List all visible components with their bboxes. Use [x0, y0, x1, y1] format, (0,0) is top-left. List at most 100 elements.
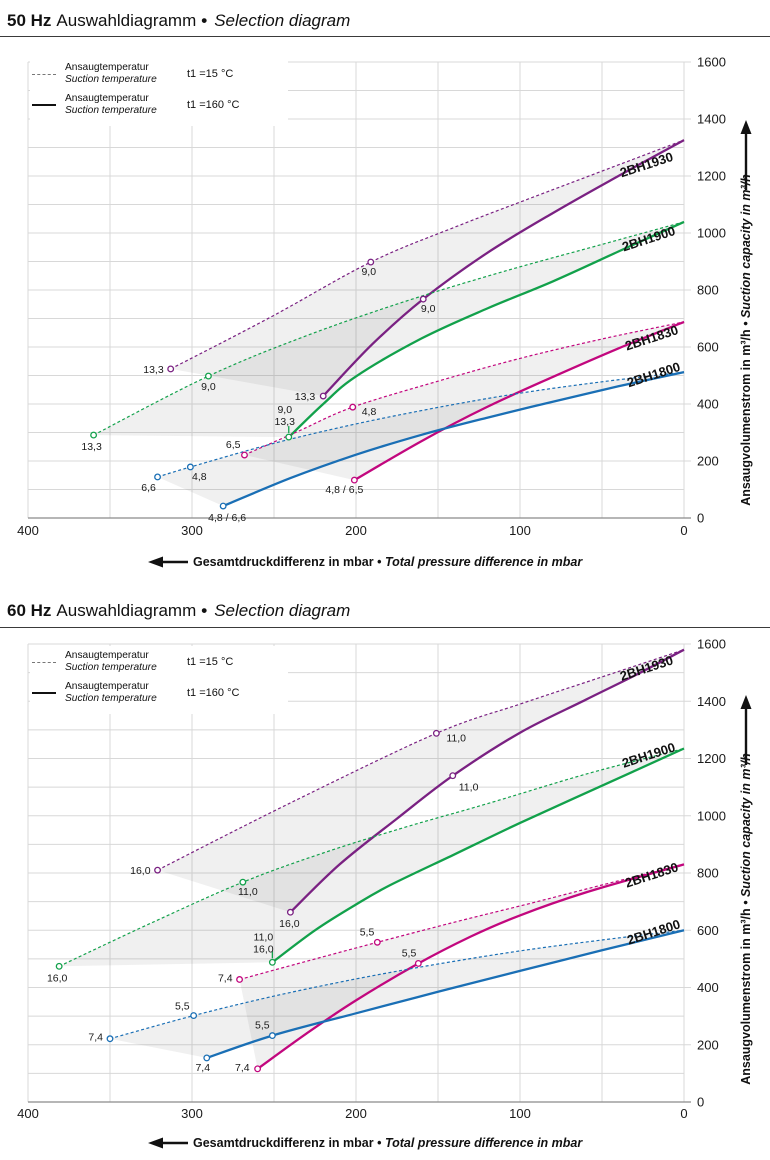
legend-label-en: Suction temperature: [65, 105, 157, 117]
power-marker-2BH1830: [254, 1065, 262, 1073]
power-marker-2BH1900: [239, 878, 247, 886]
x-tick-label: 100: [509, 1106, 531, 1121]
x-axis-title: Gesamtdruckdifferenz in mbar • Total pre…: [193, 1136, 583, 1150]
power-rating-label: 13,3: [143, 364, 164, 376]
power-rating-label: 7,4: [218, 972, 233, 984]
legend-item-15c: Ansaugtemperatur Suction temperature t1 …: [32, 62, 288, 86]
legend-60hz: Ansaugtemperatur Suction temperature t1 …: [30, 646, 288, 715]
up-arrow-icon: [740, 120, 752, 134]
power-marker-2BH1900: [90, 431, 98, 439]
power-rating-label: 13,3: [275, 416, 296, 428]
title-text-de: Auswahldiagramm: [56, 601, 197, 620]
model-label-2BH1830: 2BH1830: [623, 859, 680, 890]
2BH1830-curve-160c: [256, 863, 685, 1070]
left-arrow-icon: [148, 556, 163, 568]
selection-chart-50hz: 13,39,013,39,013,39,09,013,36,54,84,8 / …: [17, 55, 753, 570]
power-marker-2BH1830: [350, 476, 358, 484]
legend-50hz: Ansaugtemperatur Suction temperature t1 …: [30, 58, 288, 127]
2BH1830-curve-15c: [244, 321, 685, 456]
power-rating-label: 11,0: [459, 782, 479, 794]
2BH1900-curve-15c: [58, 747, 685, 967]
power-rating-label: 5,5: [175, 1001, 190, 1013]
power-rating-label: 5,5: [360, 926, 375, 938]
model-label-2BH1830: 2BH1830: [623, 322, 680, 353]
model-label-2BH1800: 2BH1800: [625, 916, 682, 947]
power-marker-2BH1930: [286, 908, 294, 916]
model-label-2BH1800: 2BH1800: [625, 359, 682, 390]
title-frequency: 50 Hz: [7, 11, 52, 30]
power-marker-2BH1830: [236, 976, 244, 983]
power-marker-2BH1930: [154, 866, 162, 874]
2BH1800-curve-15c: [109, 929, 685, 1040]
model-label-2BH1930: 2BH1930: [618, 652, 675, 683]
power-marker-2BH1800: [190, 1012, 198, 1020]
legend-temp-value: t1 =15 °C: [187, 656, 234, 669]
power-rating-label: 11,0: [446, 732, 466, 744]
title-text-de: Auswahldiagramm: [56, 11, 197, 30]
power-rating-label: 9,0: [277, 404, 292, 416]
y-tick-label: 200: [697, 1037, 719, 1052]
y-axis-title: Ansaugvolumenstrom in m³/h • Suction cap…: [739, 753, 753, 1085]
2BH1930-curve-15c: [170, 139, 685, 370]
legend-item-160c: Ansaugtemperatur Suction temperature t1 …: [32, 93, 288, 117]
y-tick-label: 1400: [697, 694, 726, 709]
dashed-line-symbol: [32, 73, 56, 75]
power-rating-label: 16,0: [130, 865, 151, 877]
power-marker-2BH1800: [268, 1032, 276, 1040]
y-tick-label: 600: [697, 340, 719, 355]
power-rating-label: 9,0: [201, 381, 216, 393]
power-rating-label: 6,5: [226, 439, 241, 451]
2BH1930-curve-160c: [322, 139, 685, 397]
legend-label-de: Ansaugtemperatur: [65, 681, 149, 693]
power-rating-label: 6,6: [141, 482, 156, 494]
dashed-line-symbol: [32, 661, 56, 663]
power-marker-2BH1830: [414, 960, 422, 967]
2BH1900-curve-160c: [288, 220, 685, 438]
power-rating-label: 16,0: [253, 943, 274, 955]
power-marker-2BH1900: [268, 958, 276, 966]
power-rating-label: 16,0: [47, 972, 68, 984]
power-rating-label: 13,3: [295, 391, 316, 403]
power-marker-2BH1930: [367, 258, 375, 266]
power-marker-2BH1830: [373, 938, 381, 946]
y-axis-title: Ansaugvolumenstrom in m³/h • Suction cap…: [739, 174, 753, 506]
2BH1930-curve-15c: [157, 649, 685, 871]
legend-item-160c: Ansaugtemperatur Suction temperature t1 …: [32, 681, 288, 705]
title-text-en: Selection diagram: [214, 11, 351, 30]
y-tick-label: 1200: [697, 751, 726, 766]
selection-chart-60hz: 16,011,016,011,016,011,011,016,07,45,57,…: [17, 637, 753, 1151]
y-tick-label: 400: [697, 980, 719, 995]
y-tick-label: 1600: [697, 637, 726, 652]
y-tick-label: 0: [697, 511, 704, 526]
2BH1830-curve-160c: [353, 320, 685, 482]
x-tick-label: 300: [181, 1106, 203, 1121]
power-marker-2BH1800: [106, 1035, 114, 1043]
power-marker-2BH1900: [204, 372, 212, 380]
x-tick-label: 400: [17, 523, 39, 538]
title-frequency: 60 Hz: [7, 601, 52, 620]
operating-range-2BH1900: [59, 748, 684, 967]
power-rating-label: 4,8 / 6,6: [208, 512, 246, 524]
x-axis-title: Gesamtdruckdifferenz in mbar • Total pre…: [193, 555, 583, 569]
power-rating-label: 11,0: [238, 886, 258, 898]
2BH1800-curve-15c: [157, 371, 685, 478]
section-title-60hz: 60 Hz Auswahldiagramm • Selection diagram: [7, 601, 350, 621]
power-marker-2BH1900: [55, 962, 63, 970]
power-rating-label: 5,5: [255, 1020, 270, 1032]
power-marker-2BH1800: [219, 502, 227, 510]
legend-label-en: Suction temperature: [65, 74, 157, 86]
power-marker-2BH1930: [419, 295, 427, 303]
power-rating-label: 9,0: [421, 303, 436, 315]
power-rating-label: 4,8: [362, 406, 377, 418]
x-tick-label: 400: [17, 1106, 39, 1121]
power-rating-label: 7,4: [88, 1032, 103, 1044]
power-rating-label: 16,0: [279, 918, 300, 930]
model-label-2BH1900: 2BH1900: [620, 739, 677, 770]
y-tick-label: 1600: [697, 55, 726, 70]
operating-range-2BH1800: [157, 372, 685, 506]
2BH1830-curve-15c: [239, 863, 685, 981]
power-rating-label: 7,4: [195, 1062, 210, 1074]
y-tick-label: 400: [697, 397, 719, 412]
power-rating-label: 4,8: [192, 471, 207, 483]
